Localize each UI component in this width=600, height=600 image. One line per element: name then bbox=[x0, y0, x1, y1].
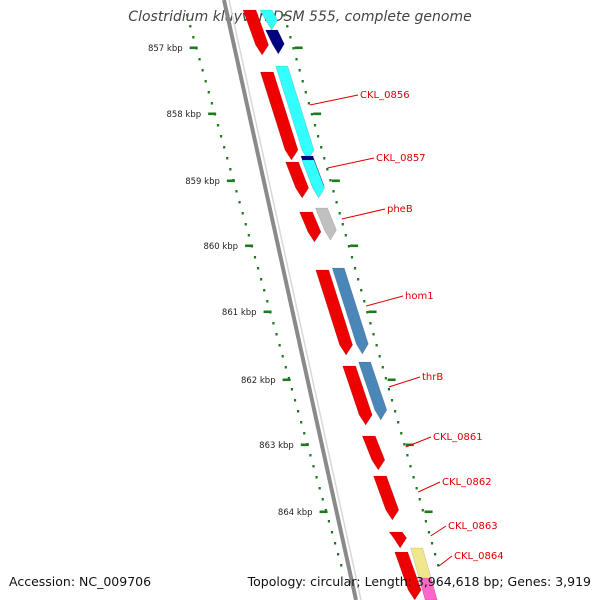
gene-label[interactable]: pheB bbox=[387, 204, 413, 215]
ruler-tick bbox=[282, 378, 291, 382]
gene-arrow[interactable] bbox=[265, 29, 285, 55]
ruler-tick bbox=[189, 46, 198, 50]
genome-title: Clostridium kluyveri DSM 555, complete g… bbox=[128, 9, 472, 25]
kbp-label: 859 kbp bbox=[185, 177, 220, 187]
gene-arrow[interactable] bbox=[331, 267, 369, 355]
kbp-label: 860 kbp bbox=[203, 242, 238, 252]
cds-arrow[interactable] bbox=[361, 435, 386, 471]
ruler-tick bbox=[387, 378, 396, 382]
cds-arrow[interactable] bbox=[285, 161, 309, 199]
kbp-label: 864 kbp bbox=[278, 508, 313, 518]
cds-arrow[interactable] bbox=[342, 365, 373, 426]
gene-leader-line bbox=[438, 555, 453, 567]
ruler-tick bbox=[313, 112, 322, 116]
gene-leader-line bbox=[430, 525, 447, 537]
gene-label[interactable]: hom1 bbox=[405, 291, 434, 302]
kbp-label: 857 kbp bbox=[148, 44, 183, 54]
gene-label[interactable]: CKL_0862 bbox=[442, 477, 492, 488]
gene-arrow[interactable] bbox=[358, 361, 388, 421]
gene-label[interactable]: CKL_0861 bbox=[433, 432, 483, 443]
genome-summary: Topology: circular; Length: 3,964,618 bp… bbox=[247, 574, 591, 589]
features bbox=[242, 9, 438, 600]
ruler-tick bbox=[331, 179, 340, 183]
backbone-strand bbox=[222, 0, 358, 600]
ruler-tick bbox=[294, 46, 303, 50]
ruler-tick bbox=[350, 244, 359, 248]
kbp-label: 858 kbp bbox=[166, 110, 201, 120]
ruler-tick bbox=[368, 310, 377, 314]
gene-leader-line bbox=[405, 436, 432, 448]
ruler-tick bbox=[424, 510, 433, 514]
ruler-tick bbox=[263, 310, 272, 314]
gene-arrow[interactable] bbox=[259, 9, 278, 31]
gene-arrow[interactable] bbox=[301, 159, 325, 199]
ruler-tick bbox=[300, 443, 309, 447]
gene-arrow[interactable] bbox=[314, 207, 337, 241]
cds-arrow[interactable] bbox=[388, 531, 408, 549]
kbp-label: 863 kbp bbox=[259, 441, 294, 451]
ruler-tick bbox=[405, 443, 414, 447]
backbone-strand bbox=[228, 0, 362, 600]
ruler: 857 kbp 858 kbp 859 kbp 860 kbp 861 kbp 862 k… bbox=[148, 14, 440, 567]
accession-text: Accession: NC_009706 bbox=[9, 574, 152, 589]
gene-label[interactable]: CKL_0856 bbox=[360, 90, 410, 101]
ruler-tick bbox=[208, 112, 217, 116]
cds-arrow[interactable] bbox=[394, 551, 422, 600]
kbp-label: 862 kbp bbox=[241, 376, 276, 386]
cds-arrow[interactable] bbox=[315, 269, 353, 356]
cds-arrow[interactable] bbox=[373, 475, 400, 521]
ruler-tick bbox=[319, 510, 328, 514]
gene-leader-line bbox=[327, 157, 375, 169]
gene-labels: CKL_0856 CKL_0857 pheB hom1 thrB CKL_0861 CKL_… bbox=[309, 90, 504, 567]
cds-arrow[interactable] bbox=[242, 9, 269, 56]
kbp-label: 861 kbp bbox=[222, 308, 257, 318]
gene-arrow[interactable] bbox=[418, 577, 438, 600]
gene-leader-line bbox=[418, 481, 441, 493]
gene-label[interactable]: CKL_0857 bbox=[376, 153, 426, 164]
backbone bbox=[222, 0, 362, 600]
gene-label[interactable]: thrB bbox=[422, 372, 443, 383]
gene-leader-line bbox=[341, 208, 386, 220]
ruler-tick bbox=[245, 244, 254, 248]
gene-leader-line bbox=[309, 94, 359, 106]
gene-label[interactable]: CKL_0863 bbox=[448, 521, 498, 532]
gene-leader-line bbox=[366, 295, 404, 307]
gene-leader-line bbox=[388, 376, 421, 388]
cds-arrow[interactable] bbox=[259, 71, 299, 161]
ruler-tick bbox=[226, 179, 235, 183]
gene-label[interactable]: CKL_0864 bbox=[454, 551, 504, 562]
gene-arrow[interactable] bbox=[275, 65, 315, 161]
cds-arrow[interactable] bbox=[299, 211, 322, 243]
